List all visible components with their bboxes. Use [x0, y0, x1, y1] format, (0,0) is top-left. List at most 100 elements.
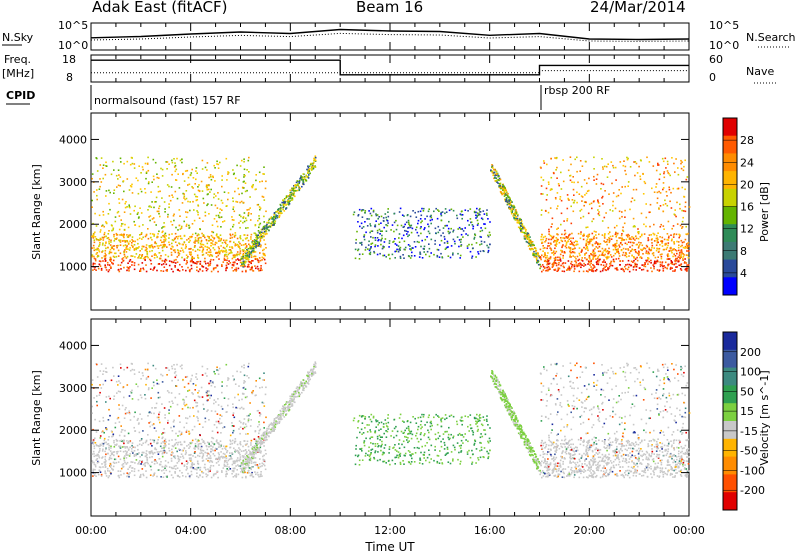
- power-cell: [151, 218, 154, 220]
- power-cell: [222, 250, 225, 252]
- velocity-cell: [206, 455, 208, 457]
- power-cell: [173, 213, 175, 216]
- power-cell: [491, 164, 493, 166]
- power-cell: [221, 202, 224, 204]
- power-cell: [679, 264, 682, 267]
- power-cell: [446, 240, 449, 243]
- velocity-cell: [235, 465, 237, 467]
- power-cell: [106, 237, 109, 240]
- power-cell: [117, 184, 120, 187]
- velocity-cell: [229, 439, 231, 442]
- power-cell: [426, 236, 428, 238]
- power-cell: [243, 160, 245, 163]
- power-cell: [200, 236, 202, 239]
- power-cell: [282, 201, 285, 203]
- power-cell: [241, 270, 244, 273]
- power-cell: [109, 191, 111, 194]
- velocity-cell: [228, 466, 230, 468]
- power-cell: [307, 165, 309, 167]
- power-cell: [472, 247, 474, 249]
- power-cell: [246, 257, 249, 260]
- velocity-cell: [92, 468, 95, 471]
- power-cell: [661, 157, 664, 160]
- velocity-cell: [125, 454, 128, 456]
- power-cell: [158, 245, 160, 247]
- power-cell: [507, 199, 509, 202]
- power-cell: [208, 239, 211, 242]
- power-cell: [307, 171, 309, 174]
- power-cell: [216, 163, 218, 165]
- power-cell: [304, 178, 307, 181]
- power-cell: [573, 251, 576, 254]
- velocity-cell: [168, 443, 170, 445]
- power-cell: [353, 211, 356, 213]
- power-cell: [205, 184, 208, 186]
- velocity-cell: [109, 466, 112, 468]
- velocity-cell: [110, 445, 112, 448]
- power-cell: [278, 211, 280, 214]
- power-cell: [424, 218, 426, 220]
- power-cell: [677, 167, 679, 169]
- power-cell: [588, 235, 590, 237]
- power-cell: [614, 207, 617, 210]
- power-cell: [227, 192, 230, 194]
- velocity-cell: [110, 457, 113, 460]
- power-cell: [662, 160, 665, 163]
- power-cell: [190, 172, 193, 174]
- power-cell: [370, 243, 372, 245]
- power-cell: [194, 262, 196, 265]
- power-cell: [247, 213, 250, 215]
- power-cell: [452, 230, 454, 233]
- power-cell: [197, 189, 200, 192]
- power-cell: [617, 250, 619, 253]
- power-cell: [468, 224, 470, 226]
- power-cell: [456, 236, 459, 238]
- power-cell: [420, 214, 423, 217]
- velocity-cell: [131, 442, 134, 444]
- power-cell: [187, 255, 189, 258]
- velocity-cell: [99, 437, 102, 439]
- power-cell: [220, 216, 223, 218]
- power-cell: [109, 208, 111, 211]
- power-cell: [482, 210, 485, 212]
- power-cell: [249, 196, 251, 198]
- power-cell: [187, 184, 189, 186]
- power-cell: [231, 246, 233, 249]
- power-cell: [567, 169, 570, 172]
- power-cell: [468, 243, 470, 246]
- power-cell: [593, 230, 596, 233]
- velocity-cell: [232, 470, 235, 473]
- power-cell: [609, 262, 612, 264]
- power-cell: [189, 209, 191, 212]
- power-cell: [248, 266, 250, 268]
- power-cell: [105, 235, 107, 238]
- power-cell: [210, 270, 213, 273]
- velocity-cell: [98, 449, 101, 452]
- velocity-cell: [93, 397, 95, 399]
- power-cell: [139, 234, 141, 236]
- power-cell: [670, 207, 673, 209]
- power-cell: [242, 244, 245, 246]
- power-cell: [606, 255, 609, 258]
- power-cell: [460, 233, 463, 236]
- power-cell: [570, 243, 573, 245]
- power-cell: [658, 247, 661, 250]
- power-cell: [562, 237, 564, 239]
- power-cell: [499, 185, 501, 187]
- power-cell: [667, 163, 669, 165]
- power-cell: [138, 246, 140, 248]
- power-cell: [565, 244, 568, 246]
- power-cell: [176, 157, 178, 160]
- power-cell: [394, 238, 396, 240]
- power-cell: [142, 168, 144, 171]
- power-cell: [215, 195, 217, 197]
- velocity-cell: [113, 462, 116, 464]
- power-cell: [173, 238, 176, 240]
- velocity-cell: [190, 453, 192, 456]
- power-cell: [98, 239, 100, 242]
- velocity-cell: [216, 439, 218, 441]
- power-cell: [560, 223, 562, 226]
- velocity-cell: [126, 461, 129, 464]
- power-cell: [447, 246, 449, 248]
- power-cell: [249, 219, 252, 221]
